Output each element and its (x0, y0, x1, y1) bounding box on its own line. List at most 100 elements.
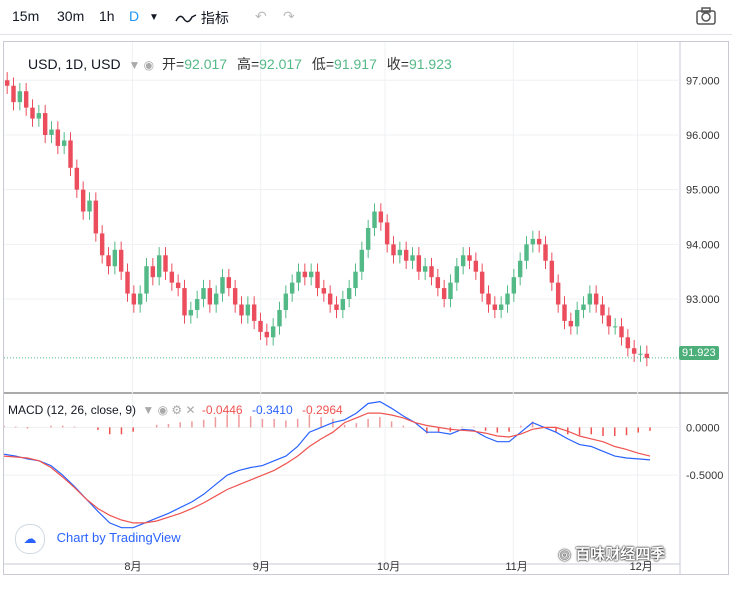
candle-body (562, 304, 567, 321)
candle-body (232, 288, 238, 305)
undo-icon[interactable]: ↶ (255, 8, 267, 24)
candle-body (194, 299, 200, 310)
candle-body (277, 309, 282, 327)
candle-body (441, 288, 447, 300)
candle-body (93, 200, 99, 234)
candle-body (42, 113, 48, 135)
candle-body (321, 288, 327, 294)
candle-body (150, 266, 156, 278)
tradingview-watermark[interactable]: ☁ Chart by TradingView (15, 524, 181, 554)
chart-canvas[interactable]: 97.000 96.000 95.000 94.000 93.000 0.0000 -0.5… (4, 42, 728, 574)
candle-body (365, 227, 371, 250)
time-tick-label: 9月 (253, 561, 270, 573)
candle-body (327, 293, 333, 305)
candle-body (296, 271, 301, 283)
candle-body (606, 315, 612, 327)
candle-body (302, 271, 308, 278)
legend-gear-icon[interactable]: ▼ ◉ (128, 58, 155, 72)
candle-body (581, 304, 586, 310)
candle-body (600, 304, 605, 316)
time-tick-label: 10月 (377, 561, 400, 573)
candle-body (625, 337, 631, 349)
candle-body (258, 320, 263, 332)
candle-body (391, 244, 396, 256)
candle-body (340, 299, 346, 310)
chevron-down-icon[interactable]: ▼ (149, 12, 159, 23)
chart-frame[interactable]: 97.000 96.000 95.000 94.000 93.000 0.0000 -0.5… (3, 41, 729, 575)
candle-body (308, 271, 314, 278)
candle-body (264, 331, 270, 338)
overlay-text: 百味财经四季 (575, 546, 666, 563)
candle-body (17, 91, 23, 103)
candle-body (384, 222, 390, 245)
indicators-button[interactable]: 指标 (175, 8, 229, 28)
candle-body (270, 326, 276, 338)
candle-body (486, 293, 491, 305)
high-label: 高 (236, 56, 251, 72)
price-tick-label: 96.000 (686, 130, 720, 142)
interval-15m[interactable]: 15m (12, 8, 40, 24)
candle-body (315, 271, 320, 289)
low-value: 91.917 (334, 56, 377, 72)
candle-body (11, 85, 16, 103)
candle-body (137, 293, 143, 305)
macd-settings-icon[interactable]: ▼ ◉ ⚙ ✕ (142, 403, 196, 417)
close-value: 91.923 (408, 56, 452, 72)
candle-body (245, 304, 251, 316)
last-price-badge: 91.923 (679, 346, 719, 360)
candle-body (359, 249, 365, 272)
candle-body (631, 348, 637, 354)
interval-1h[interactable]: 1h (99, 8, 115, 24)
symbol-label: USD, 1D, USD (28, 56, 121, 72)
candle-body (612, 326, 618, 328)
candle-body (226, 277, 232, 289)
open-label: 开 (162, 56, 177, 72)
camera-icon[interactable] (695, 6, 717, 26)
macd-tick-label: 0.0000 (686, 422, 720, 434)
candle-body (372, 211, 377, 228)
candle-body (106, 255, 111, 267)
high-value: 92.017 (259, 56, 302, 72)
candle-body (201, 288, 206, 300)
candle-body (555, 282, 561, 305)
candle-body (593, 293, 599, 305)
candle-body (517, 260, 523, 278)
candle-body (511, 277, 517, 294)
candle-body (74, 167, 80, 190)
macd-label: MACD (12, 26, close, 9) (8, 403, 137, 417)
candle-body (30, 107, 35, 119)
candle-body (118, 249, 124, 272)
candle-body (416, 255, 422, 272)
indicators-label: 指标 (200, 10, 229, 26)
candle-body (536, 238, 542, 245)
candle-body (207, 288, 213, 305)
candle-body (144, 266, 149, 294)
open-value: 92.017 (184, 56, 228, 72)
candle-body (112, 249, 118, 267)
candle-body (397, 249, 403, 256)
candle-body (61, 140, 67, 146)
signal-line (4, 412, 651, 524)
candle-body (378, 211, 384, 223)
candle-body (220, 277, 225, 294)
macd-legend: MACD (12, 26, close, 9) ▼ ◉ ⚙ ✕ -0.0446 … (8, 403, 343, 417)
candle-body (429, 266, 434, 278)
watermark-text: Chart by TradingView (56, 530, 181, 546)
candle-body (80, 189, 86, 212)
main-legend: USD, 1D, USD ▼ ◉ 开=92.017 高=92.017 低=91.… (28, 56, 452, 72)
candle-body (182, 288, 187, 316)
candle-body (4, 80, 10, 86)
macd-hist-value: -0.0446 (201, 403, 243, 417)
candle-body (498, 304, 504, 310)
candle-body (251, 304, 257, 321)
redo-icon[interactable]: ↷ (283, 8, 295, 24)
candle-body (156, 255, 162, 278)
candle-body (587, 293, 593, 305)
time-tick-label: 8月 (124, 561, 141, 573)
interval-d[interactable]: D (129, 8, 140, 24)
candle-body (175, 282, 181, 289)
time-tick-label: 12月 (630, 561, 653, 573)
candle-body (638, 353, 643, 355)
candle-body (524, 244, 529, 261)
interval-30m[interactable]: 30m (57, 8, 85, 24)
